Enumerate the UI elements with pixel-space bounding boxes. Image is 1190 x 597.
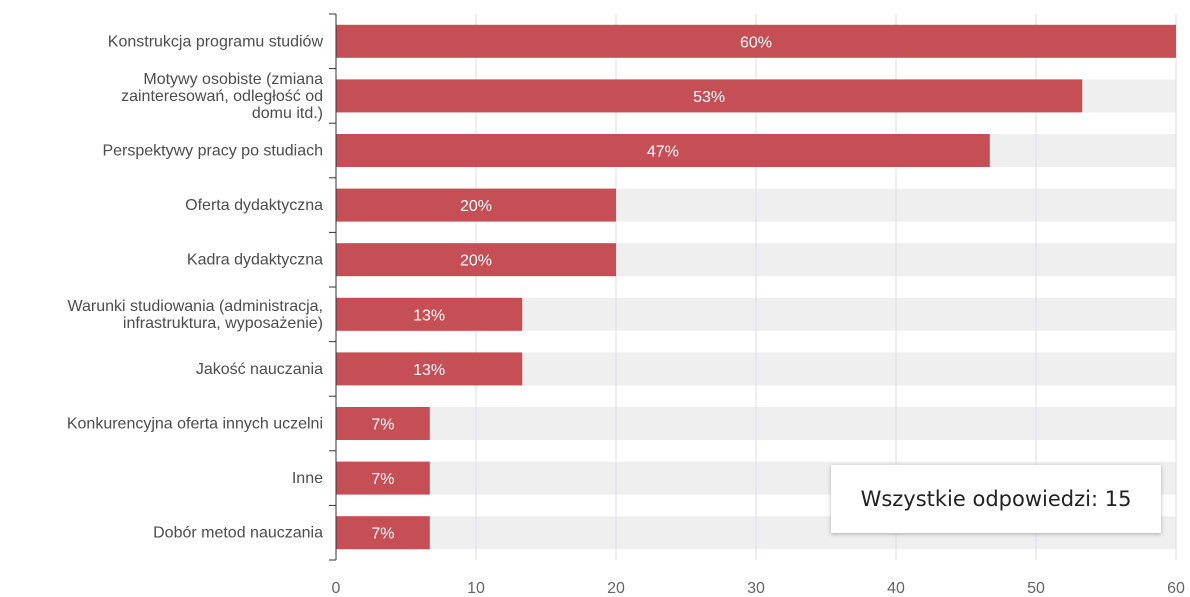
x-tick-label: 60 (1167, 580, 1185, 597)
x-tick-label: 10 (467, 580, 485, 597)
category-label: Jakość nauczania (196, 361, 323, 378)
bar (336, 79, 1083, 113)
category-label: Konkurencyjna oferta innych uczelni (67, 416, 323, 433)
bar-data-label: 20% (460, 198, 492, 215)
bar-data-label: 7% (371, 417, 394, 434)
x-tick-label: 50 (1027, 580, 1045, 597)
bar (336, 516, 430, 550)
category-label: Kadra dydaktyczna (187, 252, 323, 269)
bar-data-label: 7% (371, 471, 394, 488)
total-responses-label: Wszystkie odpowiedzi: 15 (860, 487, 1132, 511)
bar (336, 297, 523, 331)
bar-data-label: 60% (740, 34, 772, 51)
bar-data-label: 13% (413, 307, 445, 324)
bar (336, 352, 523, 386)
x-tick-label: 20 (607, 580, 625, 597)
bar (336, 24, 1176, 58)
bar (336, 461, 430, 495)
bar (336, 407, 430, 440)
bar-data-label: 7% (371, 526, 394, 543)
total-responses-box: Wszystkie odpowiedzi: 15 (831, 465, 1161, 533)
category-label: Oferta dydaktyczna (185, 197, 323, 214)
category-label: Inne (292, 470, 323, 487)
bar (336, 134, 990, 167)
bar-data-label: 20% (460, 253, 492, 270)
category-label: Dobór metod nauczania (153, 525, 323, 542)
bar-data-label: 47% (647, 144, 679, 161)
x-tick-label: 40 (887, 580, 905, 597)
x-tick-label: 0 (332, 580, 341, 597)
category-label: Warunki studiowania (administracja, infra… (67, 298, 323, 332)
bar-data-label: 53% (693, 89, 725, 106)
x-tick-label: 30 (747, 580, 765, 597)
category-label: Perspektywy pracy po studiach (102, 143, 323, 160)
bar (336, 243, 616, 277)
category-label: Konstrukcja programu studiów (108, 33, 324, 50)
bar-data-label: 13% (413, 362, 445, 379)
bar (336, 188, 616, 222)
category-label: Motywy osobiste (zmiana zainteresowań, od… (121, 71, 323, 122)
